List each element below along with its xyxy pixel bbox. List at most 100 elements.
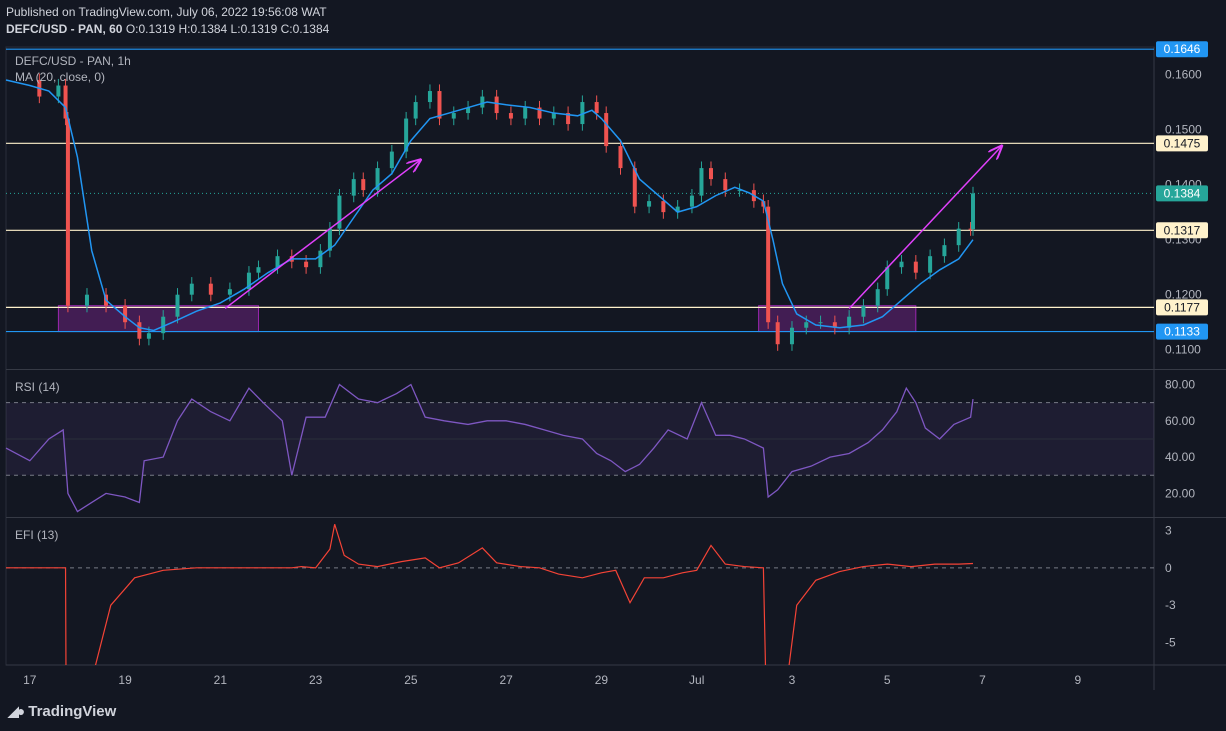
- time-tick-label: 27: [499, 673, 513, 687]
- candle-body: [337, 195, 342, 229]
- time-tick-label: 29: [595, 673, 609, 687]
- time-tick-label: 21: [214, 673, 228, 687]
- candle-body: [327, 228, 332, 251]
- candle-body: [789, 327, 794, 345]
- candle-body: [318, 250, 323, 268]
- candle-body: [208, 283, 213, 295]
- candle-body: [375, 168, 380, 191]
- candle-body: [604, 113, 609, 147]
- efi-tick-label: -3: [1165, 598, 1176, 612]
- candle-body: [847, 316, 852, 328]
- trend-arrow: [848, 146, 1001, 309]
- candle-body: [928, 256, 933, 273]
- time-tick-label: 17: [23, 673, 37, 687]
- candle-body: [537, 107, 542, 119]
- demand-zone: [57, 305, 259, 333]
- candle-body: [451, 113, 456, 119]
- symbol-ohlc-line: DEFC/USD - PAN, 60 O:0.1319 H:0.1384 L:0…: [6, 22, 329, 36]
- price-level-label: 0.1133: [1164, 325, 1200, 339]
- candle-body: [65, 118, 70, 306]
- tradingview-logo-icon: ◢●: [8, 703, 25, 719]
- price-tick-label: 0.1500: [1165, 123, 1202, 137]
- price-tick-label: 0.1200: [1165, 288, 1202, 302]
- time-tick-label: 23: [309, 673, 323, 687]
- candle-body: [175, 294, 180, 317]
- candle-body: [404, 118, 409, 152]
- candle-body: [942, 245, 947, 257]
- price-level-label: 0.1177: [1164, 300, 1200, 314]
- price-tick-label: 0.1100: [1165, 343, 1201, 357]
- efi-tick-label: 0: [1165, 561, 1172, 575]
- candle-body: [899, 261, 904, 268]
- candle-body: [84, 294, 89, 306]
- candle-body: [647, 201, 652, 207]
- price-level-badge: [1156, 323, 1208, 340]
- candle-body: [123, 305, 128, 323]
- ma-20-line: [5, 79, 974, 332]
- price-level-label: 0.1475: [1164, 136, 1201, 150]
- candle-body: [675, 206, 680, 213]
- time-tick-label: 9: [1074, 673, 1081, 687]
- published-note: Published on TradingView.com, July 06, 2…: [6, 5, 327, 19]
- candle-body: [885, 267, 890, 290]
- candle-body: [699, 168, 704, 196]
- price-pane-title: DEFC/USD - PAN, 1h: [15, 54, 131, 68]
- candle-body: [708, 168, 713, 180]
- candle-body: [804, 322, 809, 328]
- efi-line: [6, 524, 974, 665]
- ohlc-values: O:0.1319 H:0.1384 L:0.1319 C:0.1384: [125, 22, 330, 36]
- candle-body: [956, 228, 961, 246]
- candle-body: [861, 305, 866, 317]
- candle-body: [413, 102, 418, 119]
- efi-tick-label: -5: [1165, 636, 1176, 650]
- candle-body: [427, 91, 432, 103]
- time-tick-label: 25: [404, 673, 418, 687]
- candle-body: [256, 267, 261, 273]
- candle-body: [466, 107, 471, 114]
- candle-body: [970, 193, 975, 230]
- price-tick-label: 0.1600: [1165, 68, 1202, 82]
- candle-body: [580, 102, 585, 125]
- rsi-pane-title: RSI (14): [15, 380, 60, 394]
- candle-body: [275, 256, 280, 268]
- candle-body: [137, 322, 142, 339]
- candle-body: [437, 91, 442, 119]
- plot-frame: [5, 46, 1155, 666]
- candle-body: [832, 322, 837, 328]
- candle-body: [63, 85, 68, 119]
- rsi-tick-label: 20.00: [1165, 486, 1195, 500]
- candle-body: [766, 206, 771, 323]
- candle-body: [523, 107, 528, 119]
- candle-body: [227, 289, 232, 295]
- candle-body: [246, 272, 251, 290]
- candle-body: [361, 179, 366, 191]
- tradingview-footer[interactable]: ◢● TradingView: [8, 703, 116, 720]
- candle-body: [723, 179, 728, 191]
- trend-arrow: [224, 160, 420, 310]
- candle-body: [689, 195, 694, 207]
- candle-body: [480, 96, 485, 108]
- candle-body: [189, 283, 194, 295]
- time-tick-label: Jul: [689, 673, 704, 687]
- candle-body: [968, 228, 973, 230]
- rsi-line: [5, 383, 974, 513]
- candle-body: [389, 151, 394, 169]
- price-level-badge: [1156, 185, 1208, 202]
- candle-body: [632, 168, 637, 207]
- candle-body: [351, 179, 356, 196]
- ma-indicator-label: MA (20, close, 0): [15, 70, 106, 84]
- time-tick-label: 7: [979, 673, 986, 687]
- candle-body: [494, 96, 499, 114]
- candle-body: [618, 146, 623, 169]
- price-level-label: 0.1384: [1164, 186, 1201, 200]
- symbol-label: DEFC/USD - PAN, 60: [6, 22, 123, 36]
- candle-body: [161, 316, 166, 334]
- brand-name: TradingView: [28, 703, 117, 720]
- efi-tick-label: 3: [1165, 523, 1172, 537]
- efi-pane-title: EFI (13): [15, 528, 59, 542]
- candle-body: [508, 113, 513, 119]
- time-tick-label: 19: [118, 673, 132, 687]
- candle-body: [304, 261, 309, 268]
- candle-body: [566, 113, 571, 125]
